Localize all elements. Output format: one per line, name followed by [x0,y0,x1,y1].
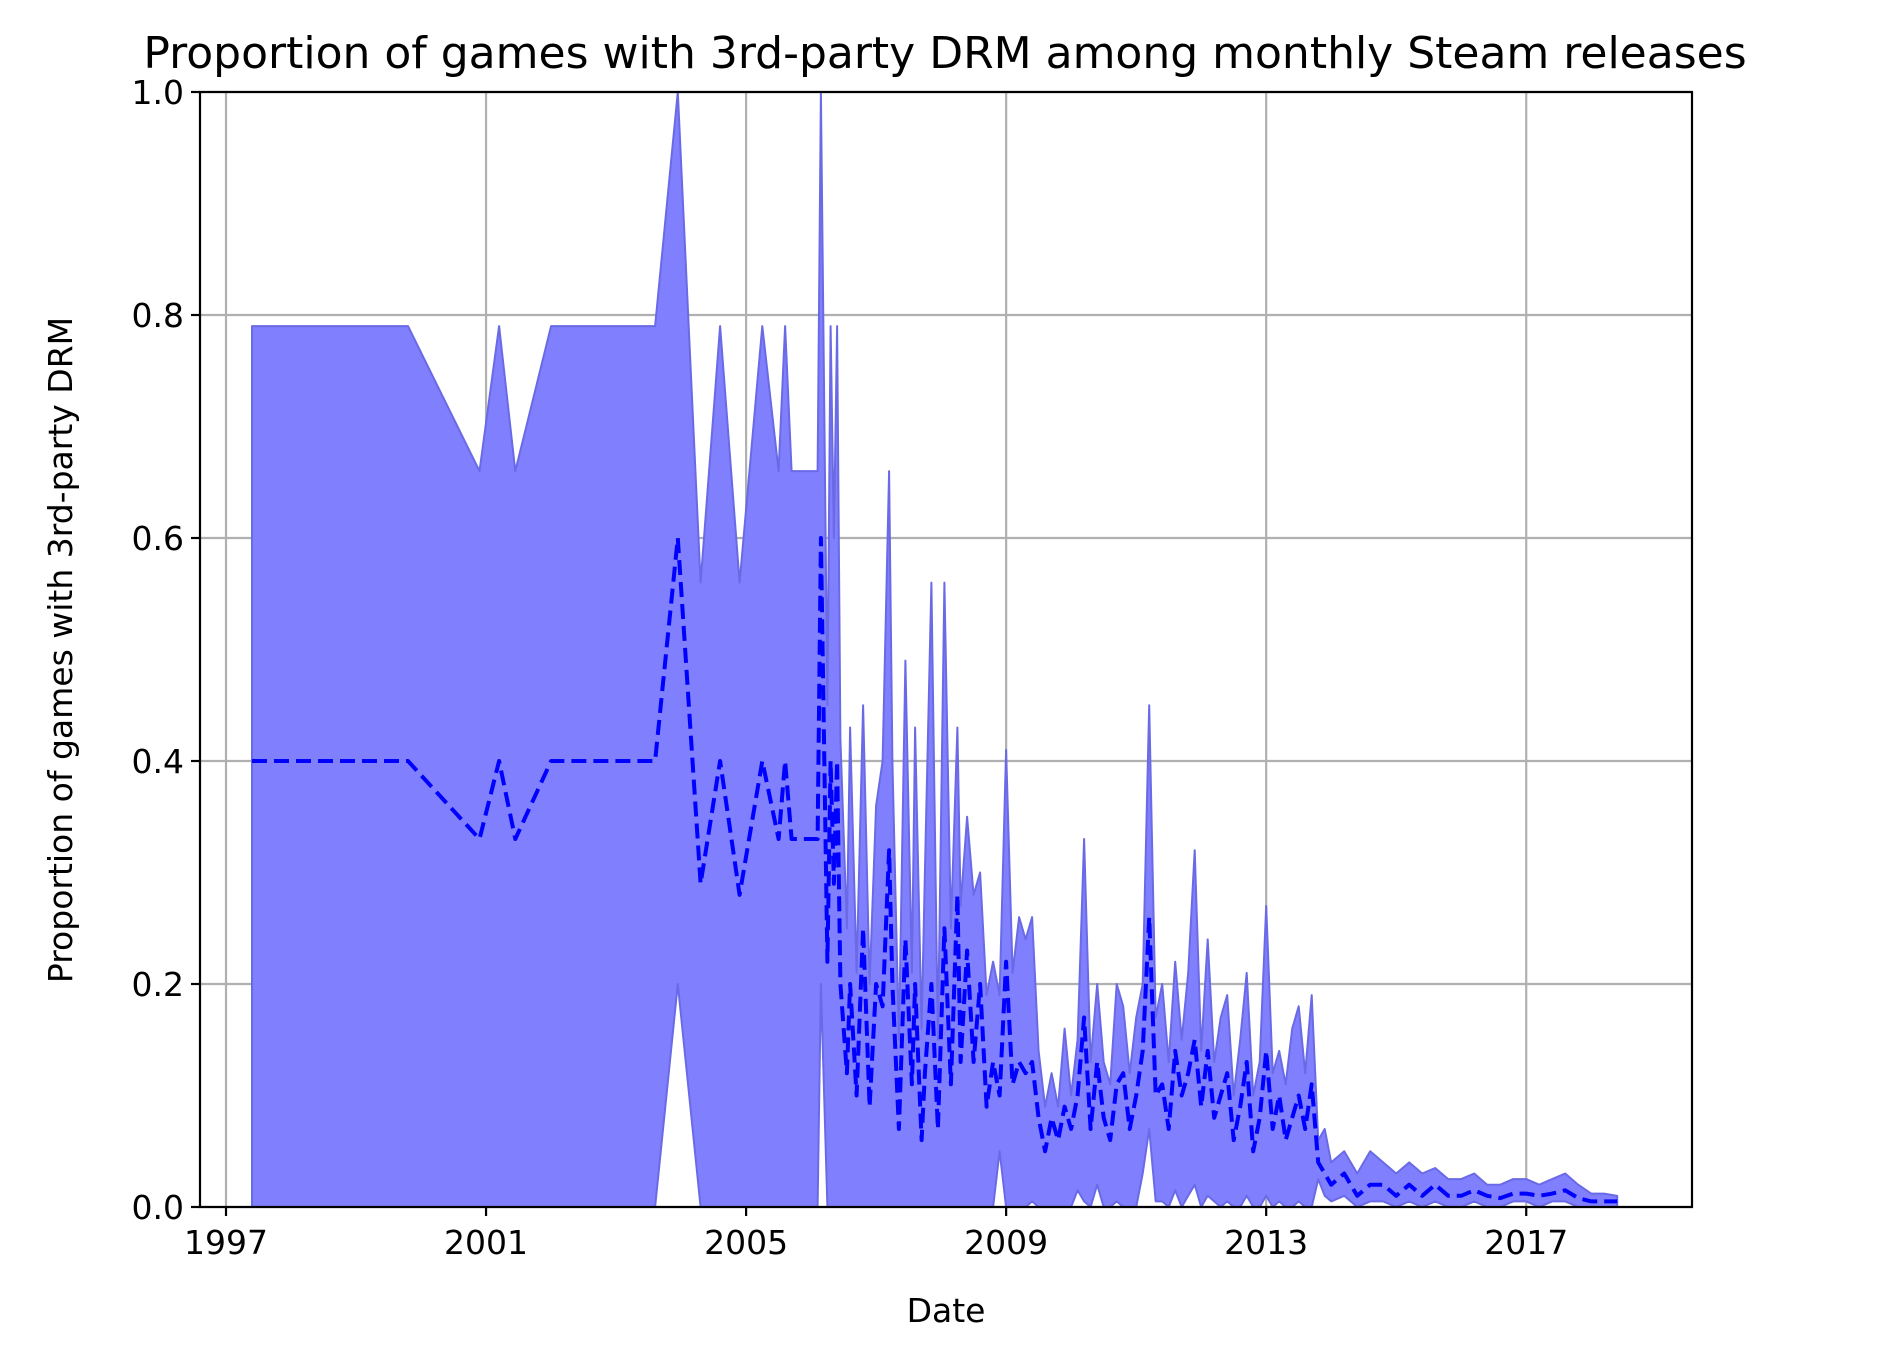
y-tick-label: 0.0 [132,1188,184,1227]
x-tick-label: 2017 [1484,1223,1568,1262]
mean-line-group [252,536,1618,1204]
x-tick-label: 2009 [964,1223,1048,1262]
y-axis-ticks: 0.0 0.2 0.4 0.6 0.8 1.0 [132,73,200,1227]
mean-line [252,536,1618,1204]
y-tick-label: 0.2 [132,965,184,1004]
chart-title: Proportion of games with 3rd-party DRM a… [143,28,1746,79]
y-tick-label: 0.8 [132,296,184,335]
x-tick-label: 2001 [444,1223,528,1262]
x-tick-label: 2005 [704,1223,788,1262]
x-axis-ticks: 1997 2001 2005 2009 2013 2017 [184,1207,1568,1262]
x-tick-label: 1997 [184,1223,268,1262]
y-tick-label: 0.4 [132,742,184,781]
y-tick-label: 0.6 [132,519,184,558]
x-axis-label: Date [907,1291,986,1330]
x-tick-label: 2013 [1224,1223,1308,1262]
y-axis-label: Proportion of games with 3rd-party DRM [41,317,80,983]
confidence-band-area [251,91,1619,1208]
plot-frame [198,90,1694,1209]
confidence-band [251,91,1619,1208]
y-tick-label: 1.0 [132,73,184,112]
